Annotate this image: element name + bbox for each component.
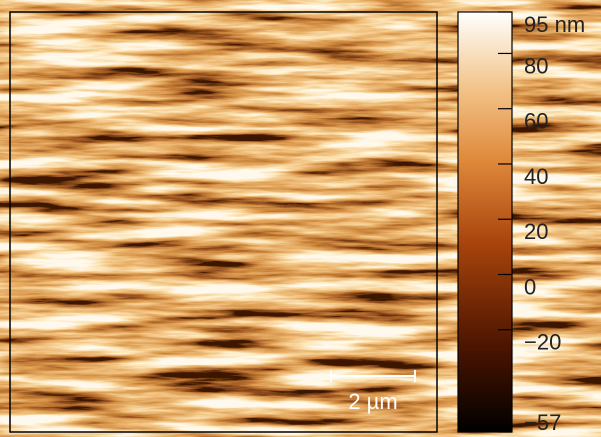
colorbar-tick-label: −57 [524, 410, 561, 435]
colorbar-gradient [457, 11, 513, 433]
afm-image [9, 11, 438, 433]
colorbar-tick-label: 20 [524, 219, 548, 244]
scale-bar: 2 µm [330, 370, 416, 414]
image-frame [9, 11, 438, 433]
scale-bar-label: 2 µm [348, 389, 397, 414]
colorbar-tick-label: 95 nm [524, 12, 585, 37]
colorbar-tick-label: 80 [524, 53, 548, 78]
image-texture [10, 12, 437, 432]
colorbar-tick-label: 60 [524, 109, 548, 134]
colorbar: 95 nm 80 60 40 20 0 −20 −57 [457, 11, 585, 435]
colorbar-tick-label: 40 [524, 164, 548, 189]
colorbar-tick-label: −20 [524, 330, 561, 355]
colorbar-tick-label: 0 [524, 274, 536, 299]
